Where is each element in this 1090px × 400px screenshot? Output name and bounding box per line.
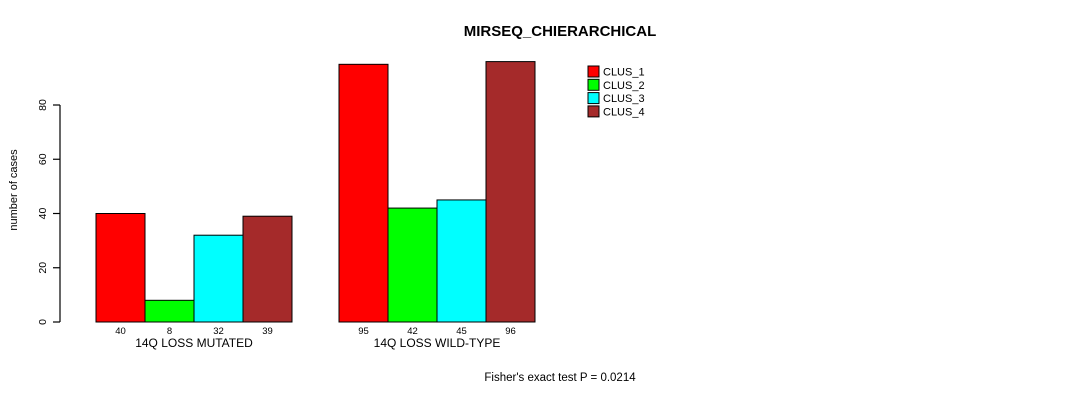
bar-value-label: 39 [262,326,273,337]
bar-clus_4-group2 [485,61,536,323]
legend-label: CLUS_1 [603,67,645,79]
x-axis-labels: 40 8 32 39 14Q LOSS MUTATED 95 42 45 96 14Q LOSS … [115,326,516,350]
chart-title: MIRSEQ_CHIERARCHICAL [464,23,657,40]
legend-swatch-clus_2 [587,78,600,91]
y-axis-tick-label: 80 [37,99,49,111]
y-axis-title: number of cases [8,149,20,231]
y-axis-tick-label: 0 [37,319,49,325]
legend-swatch-clus_4 [587,105,600,118]
footnote-text: Fisher's exact test P = 0.0214 [484,372,636,384]
bar-clus_4-group1 [242,215,293,323]
bar-value-label: 8 [167,326,172,337]
legend-label: CLUS_3 [603,93,645,105]
category-label: 14Q LOSS WILD-TYPE [374,336,501,350]
category-label: 14Q LOSS MUTATED [135,336,253,350]
y-axis-tick-label: 40 [37,208,49,220]
legend-label: CLUS_4 [603,106,645,118]
legend-swatch-clus_1 [587,65,600,78]
bar-clus_2-group1 [144,299,195,323]
bar-clus_3-group1 [193,234,244,323]
bar-clus_2-group2 [387,207,438,323]
bar-value-label: 42 [407,326,418,337]
bar-value-label: 45 [456,326,467,337]
bar-value-label: 40 [115,326,126,337]
bars-group [95,61,536,323]
y-axis: 0 20 40 60 80 [37,99,61,325]
bar-clus_3-group2 [436,199,487,323]
bar-value-label: 96 [505,326,516,337]
legend-swatch-clus_3 [587,92,600,105]
y-axis-tick-label: 60 [37,153,49,165]
legend-label: CLUS_2 [603,80,645,92]
bar-value-label: 32 [213,326,224,337]
bar-clus_1-group2 [338,63,389,323]
y-axis-tick-label: 20 [37,262,49,274]
bar-clus_1-group1 [95,213,146,323]
bar-value-label: 95 [358,326,369,337]
